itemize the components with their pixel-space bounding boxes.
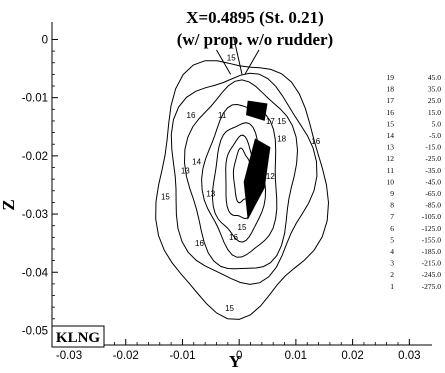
klng-logo-text: KLNG xyxy=(56,330,101,346)
legend-value: -155.0 xyxy=(422,235,442,244)
plot-axes xyxy=(51,22,432,346)
legend-value: -185.0 xyxy=(422,247,442,256)
x-tick-label: 0.03 xyxy=(398,350,420,362)
contour-label: 15 xyxy=(225,304,234,313)
contour-lines xyxy=(155,36,330,320)
y-tick-label: -0.01 xyxy=(22,93,48,105)
contour-line-level-15 xyxy=(155,60,330,320)
contour-line-level-16 xyxy=(170,72,318,285)
legend-level: 6 xyxy=(390,224,394,233)
legend-value: -5.0 xyxy=(429,131,441,140)
legend-level: 18 xyxy=(387,85,395,94)
legend-level: 1 xyxy=(390,282,394,291)
contour-line-level-12 xyxy=(211,122,267,243)
legend-level: 10 xyxy=(387,177,395,186)
legend-value: -85.0 xyxy=(425,201,441,210)
legend-value: -275.0 xyxy=(422,282,442,291)
legend-value: -245.0 xyxy=(422,270,442,279)
contour-label: 15 xyxy=(277,117,286,126)
x-tick-label: -0.03 xyxy=(56,350,82,362)
legend-value: 15.0 xyxy=(428,108,441,117)
contour-label: 18 xyxy=(277,134,286,143)
y-tick-label: 0 xyxy=(42,34,48,46)
contour-label: 13 xyxy=(181,166,190,175)
legend-level: 19 xyxy=(387,73,395,82)
legend-value: -15.0 xyxy=(425,143,441,152)
contour-line-top xyxy=(244,49,260,75)
contour-label: 15 xyxy=(238,223,247,232)
legend-level: 9 xyxy=(390,189,394,198)
legend-level: 7 xyxy=(390,212,394,221)
legend-level: 12 xyxy=(387,154,395,163)
legend-level: 4 xyxy=(390,247,394,256)
legend-value: 25.0 xyxy=(428,96,441,105)
x-tick-label: 0.01 xyxy=(285,350,307,362)
legend-level: 16 xyxy=(387,108,395,117)
contour-line-top xyxy=(216,49,232,75)
legend-level: 3 xyxy=(390,259,394,268)
contour-level-legend: 19 45.018 35.017 25.016 15.015 5.014 -5.013 -15… xyxy=(387,73,442,291)
legend-level: 2 xyxy=(390,270,394,279)
legend-value: -25.0 xyxy=(425,154,441,163)
chart-title-line-1: X=0.4895 (St. 0.21) xyxy=(186,8,324,27)
contour-label: 13 xyxy=(255,152,264,161)
x-tick-label: -0.01 xyxy=(169,350,195,362)
y-tick-label: -0.03 xyxy=(22,209,48,221)
dark-core-region xyxy=(246,100,268,121)
legend-value: 35.0 xyxy=(428,85,441,94)
legend-value: -45.0 xyxy=(425,177,441,186)
contour-line-level-15 xyxy=(183,79,299,270)
legend-level: 13 xyxy=(387,143,395,152)
klng-logo: KLNG xyxy=(51,325,105,348)
contour-label: 16 xyxy=(311,137,320,146)
y-axis-label: Z xyxy=(0,199,18,210)
x-tick-label: -0.02 xyxy=(113,350,139,362)
legend-value: 5.0 xyxy=(432,119,442,128)
legend-value: -215.0 xyxy=(422,259,442,268)
contour-label: 16 xyxy=(229,233,238,242)
legend-level: 14 xyxy=(387,131,395,140)
x-axis-label: Y xyxy=(229,352,241,371)
legend-level: 15 xyxy=(387,119,395,128)
contour-label: 13 xyxy=(206,190,215,199)
legend-value: -125.0 xyxy=(422,224,442,233)
legend-level: 5 xyxy=(390,235,394,244)
legend-value: -105.0 xyxy=(422,212,442,221)
dark-core-region xyxy=(243,138,271,220)
axis-ticks: -0.03 -0.02 -0.01 0 0.01 0.02 0.03 0 -0.01 -0.02 -… xyxy=(22,34,421,362)
legend-value: -65.0 xyxy=(425,189,441,198)
contour-label: 16 xyxy=(187,111,196,120)
contour-label: 17 xyxy=(266,117,275,126)
contour-label: 16 xyxy=(195,239,204,248)
legend-level: 11 xyxy=(387,166,394,175)
contour-line-top xyxy=(233,36,243,75)
legend-level: 17 xyxy=(387,96,395,105)
legend-value: -35.0 xyxy=(425,166,441,175)
contour-label: 14 xyxy=(192,158,201,167)
klng-logo-box xyxy=(51,325,105,348)
x-tick-label: 0 xyxy=(236,350,242,362)
x-tick-label: 0.02 xyxy=(341,350,363,362)
y-tick-label: -0.02 xyxy=(22,151,48,163)
legend-level: 8 xyxy=(390,201,394,210)
contour-label: 15 xyxy=(227,53,236,62)
contour-label: 12 xyxy=(266,172,275,181)
legend-value: 45.0 xyxy=(428,73,441,82)
y-tick-label: -0.05 xyxy=(22,325,48,337)
y-tick-label: -0.04 xyxy=(22,267,49,279)
contour-label: 11 xyxy=(218,111,227,120)
contour-label: 15 xyxy=(161,193,170,202)
chart-title-line-2: (w/ prop. w/o rudder) xyxy=(177,30,333,49)
